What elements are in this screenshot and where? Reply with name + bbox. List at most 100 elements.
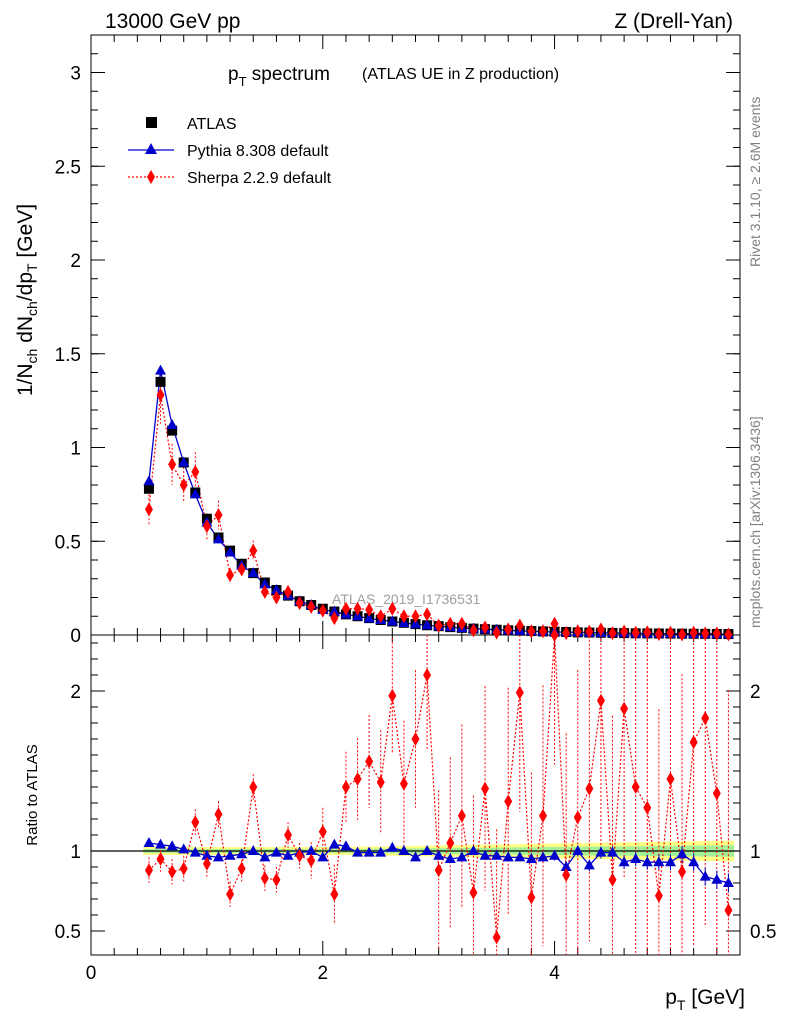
main-ytick-label: 0.5 (55, 532, 81, 553)
atlas-main-point (155, 376, 166, 387)
sherpa-ratio-point (330, 887, 339, 902)
pythia-main-point (247, 567, 259, 578)
sherpa-main-point (550, 616, 559, 631)
pythia-ratio-point (201, 849, 213, 860)
pythia-ratio-point (514, 851, 526, 862)
sherpa-main-point (284, 584, 293, 599)
pythia-ratio-point (479, 849, 491, 860)
pythia-ratio-point (491, 849, 503, 860)
pythia-ratio-point (236, 848, 248, 859)
pythia-main-point (189, 488, 201, 499)
sherpa-main-point (515, 618, 524, 633)
pythia-ratio-point (282, 849, 294, 860)
legend-label-sherpa: Sherpa 2.2.9 default (187, 170, 332, 187)
pythia-ratio-point (467, 845, 479, 855)
pythia-ratio-point (525, 853, 537, 863)
sherpa-main-point (457, 616, 466, 631)
sherpa-ratio-point (179, 861, 188, 876)
pythia-main-point (155, 364, 167, 375)
sherpa-main-point (608, 626, 617, 641)
pythia-ratio-point (166, 840, 178, 851)
pythia-ratio-point (560, 861, 572, 871)
pythia-main-point (178, 456, 190, 467)
analysis-watermark: ATLAS_2019_I1736531 (332, 591, 481, 607)
sherpa-ratio-point (237, 861, 246, 876)
sherpa-main-point (399, 609, 408, 624)
pythia-ratio-point (572, 845, 584, 855)
sherpa-ratio-point (666, 772, 675, 786)
pythia-ratio-point (711, 873, 723, 884)
pythia-ratio-point (259, 851, 271, 862)
pythia-ratio-point (699, 870, 711, 881)
ratio-ytick-label-right: 1 (750, 842, 761, 863)
sherpa-main-point (481, 620, 490, 635)
sherpa-ratio-point (411, 732, 420, 746)
pythia-ratio-point (398, 845, 410, 855)
sherpa-main-point (191, 464, 200, 479)
main-ytick-label: 0 (70, 626, 81, 647)
sherpa-ratio-point (214, 807, 223, 822)
sherpa-ratio-point (168, 864, 177, 879)
pythia-ratio-point (641, 856, 653, 867)
sherpa-main-point (423, 607, 432, 622)
sherpa-ratio-point (608, 872, 617, 887)
sherpa-ratio-point (365, 754, 374, 769)
y-axis-label-ratio: Ratio to ATLAS (24, 744, 41, 845)
sherpa-ratio-point (712, 786, 721, 801)
sherpa-ratio-point (515, 685, 524, 700)
axis-ticks: 00.511.522.530 2 40.5 0.51 12 2 (55, 34, 776, 984)
pythia-ratio-point (363, 846, 375, 857)
pythia-ratio-point (178, 843, 190, 854)
ratio-ytick-label-right: 2 (750, 682, 761, 703)
pythia-ratio-point (676, 848, 688, 859)
sherpa-main-point (538, 624, 547, 639)
pythia-ratio-point (410, 851, 421, 862)
mcplots-label: mcplots.cern.ch [arXiv:1306.3436] (747, 416, 763, 628)
legend-label-pythia: Pythia 8.308 default (187, 143, 329, 160)
plot-title: pT spectrum (228, 64, 330, 89)
sherpa-ratio-point (562, 868, 571, 882)
sherpa-ratio-point (295, 848, 304, 863)
x-tick-label: 2 (317, 963, 328, 984)
sherpa-main-point (144, 502, 153, 517)
pythia-ratio-point (421, 845, 433, 855)
sherpa-main-point (318, 603, 327, 618)
legend-marker-pythia (145, 143, 157, 154)
sherpa-main-point (446, 616, 455, 631)
legend-label-atlas: ATLAS (187, 116, 237, 133)
sherpa-main-point (724, 627, 733, 642)
sherpa-main-point (678, 627, 687, 642)
sherpa-ratio-point (550, 628, 559, 642)
header-left: 13000 GeV pp (105, 10, 240, 33)
sherpa-ratio-point (724, 903, 733, 918)
pythia-ratio-point (317, 851, 329, 862)
sherpa-main-point (585, 624, 594, 639)
pythia-ratio-point (224, 849, 236, 860)
ratio-ytick-label-left: 2 (70, 682, 81, 703)
sherpa-main-point (156, 388, 165, 402)
pythia-main-point (421, 619, 433, 630)
sherpa-main-point (492, 625, 501, 640)
sherpa-main-point (307, 599, 316, 614)
sherpa-main-point (654, 627, 663, 642)
sherpa-main-point (504, 622, 513, 637)
pythia-ratio-point (456, 851, 468, 862)
sherpa-main-point (260, 584, 269, 599)
pythia-ratio-point (653, 856, 665, 867)
sherpa-main-point (202, 519, 211, 534)
pythia-ratio-point (583, 859, 595, 870)
main-ytick-label: 2.5 (55, 157, 81, 178)
sherpa-ratio-point (260, 871, 269, 886)
pythia-ratio-point (189, 846, 201, 857)
sherpa-main-point (168, 457, 177, 472)
sherpa-main-point (214, 508, 223, 522)
sherpa-main-point (237, 562, 246, 577)
sherpa-main-point (341, 601, 350, 616)
sherpa-ratio-point (596, 693, 605, 708)
sherpa-main-point (295, 596, 304, 611)
pythia-ratio-point (502, 851, 514, 862)
x-tick-label: 4 (549, 963, 560, 984)
sherpa-main-point (365, 602, 374, 617)
y-axis-label-main: 1/Nch dNch/dpT [GeV] (14, 204, 40, 396)
